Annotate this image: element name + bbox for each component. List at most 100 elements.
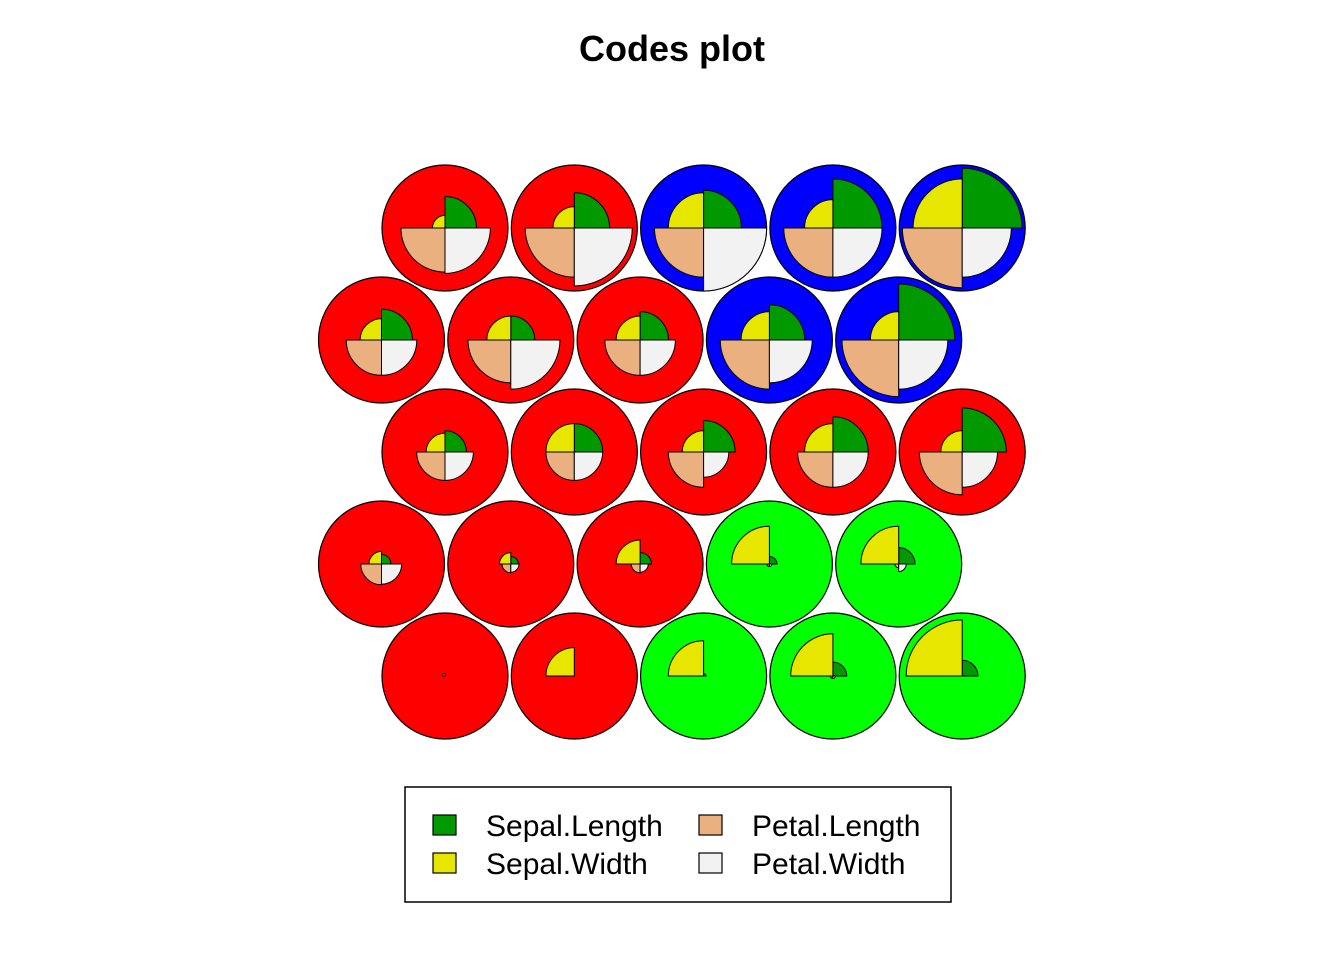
- segment-sepal-width: [731, 525, 770, 565]
- segment-sepal-length: [573, 192, 611, 229]
- segment-petal-length: [841, 339, 900, 398]
- segment-petal-length: [667, 451, 705, 488]
- som-unit: [705, 500, 834, 628]
- segment-sepal-width: [912, 178, 963, 229]
- som-unit: [769, 164, 897, 292]
- segment-petal-length: [653, 227, 705, 278]
- segment-sepal-width: [441, 672, 446, 677]
- segment-petal-width: [573, 451, 604, 481]
- som-unit: [510, 388, 638, 516]
- segment-petal-length: [345, 339, 382, 376]
- segment-sepal-length: [510, 315, 536, 341]
- chart-title: Codes plot: [579, 28, 765, 69]
- segment-petal-width: [703, 451, 730, 478]
- segment-petal-length: [400, 227, 446, 273]
- segment-petal-length: [545, 451, 575, 481]
- segment-petal-width: [832, 451, 869, 488]
- segment-petal-width: [898, 339, 949, 390]
- som-unit: [576, 500, 704, 628]
- segment-sepal-width: [545, 423, 575, 453]
- legend-swatch: [432, 814, 457, 836]
- segment-petal-length: [360, 563, 382, 586]
- segment-sepal-width: [667, 640, 705, 677]
- segment-petal-width: [898, 563, 907, 573]
- som-unit: [639, 164, 768, 292]
- som-unit: [447, 276, 575, 404]
- segment-petal-length: [630, 563, 641, 574]
- som-unit: [898, 164, 1026, 292]
- segment-petal-width: [639, 339, 676, 376]
- segment-petal-width: [573, 227, 633, 287]
- som-unit: [639, 388, 768, 516]
- segment-petal-length: [783, 227, 834, 278]
- segment-sepal-length: [768, 304, 806, 341]
- segment-sepal-width: [740, 311, 770, 341]
- segment-sepal-width: [869, 311, 900, 341]
- som-unit: [317, 276, 446, 404]
- som-unit: [447, 500, 575, 628]
- som-units: [317, 164, 1026, 740]
- som-unit: [705, 276, 834, 404]
- som-unit: [510, 612, 638, 740]
- segment-sepal-length: [703, 419, 736, 453]
- segment-sepal-width: [615, 315, 641, 341]
- segment-petal-width: [832, 227, 883, 278]
- legend-swatch: [432, 852, 457, 874]
- segment-sepal-length: [832, 178, 883, 229]
- legend-label: Sepal.Length: [486, 810, 663, 843]
- segment-sepal-length: [444, 430, 467, 453]
- segment-sepal-width: [804, 199, 834, 229]
- segment-petal-length: [719, 339, 770, 390]
- som-unit: [835, 500, 963, 628]
- som-unit: [769, 612, 897, 740]
- segment-petal-width: [510, 563, 520, 573]
- segment-petal-length: [918, 451, 963, 496]
- legend: Sepal.Length Sepal.Width Petal.Length Petal…: [404, 786, 952, 903]
- segment-sepal-length: [639, 311, 669, 341]
- segment-petal-width: [381, 563, 403, 585]
- segment-sepal-width: [804, 423, 834, 453]
- segment-petal-width: [832, 675, 836, 680]
- som-unit: [898, 388, 1026, 516]
- segment-petal-width: [444, 451, 474, 481]
- segment-petal-width: [961, 227, 1012, 278]
- legend-label: Sepal.Width: [486, 848, 648, 881]
- segment-sepal-width: [359, 318, 382, 341]
- segment-sepal-width: [425, 432, 446, 453]
- segment-sepal-length: [961, 407, 1007, 453]
- segment-petal-width: [768, 563, 773, 568]
- som-unit: [381, 612, 509, 740]
- legend-swatch: [698, 814, 723, 836]
- segment-petal-length: [524, 227, 575, 278]
- segment-petal-width: [444, 227, 491, 274]
- segment-sepal-width: [667, 192, 705, 229]
- som-unit: [769, 388, 897, 516]
- segment-sepal-length: [381, 308, 413, 341]
- segment-sepal-length: [961, 167, 1023, 229]
- som-unit: [639, 612, 768, 740]
- segment-petal-length: [901, 227, 963, 289]
- segment-sepal-width: [940, 430, 963, 453]
- som-unit: [381, 388, 509, 516]
- segment-petal-length: [467, 339, 512, 384]
- som-unit: [576, 276, 704, 404]
- segment-petal-width: [768, 339, 813, 384]
- segment-petal-width: [381, 339, 418, 376]
- segment-petal-width: [510, 339, 561, 390]
- segment-sepal-width: [860, 525, 900, 565]
- segment-petal-length: [604, 339, 641, 376]
- segment-sepal-width: [498, 552, 512, 565]
- segment-sepal-width: [545, 647, 575, 677]
- segment-sepal-length: [573, 423, 604, 453]
- segment-sepal-width: [905, 619, 963, 677]
- som-unit: [381, 164, 509, 292]
- legend-label: Petal.Length: [752, 810, 920, 843]
- segment-sepal-length: [444, 195, 478, 229]
- segment-petal-width: [703, 227, 768, 292]
- segment-sepal-length: [898, 283, 956, 341]
- som-unit: [317, 500, 446, 628]
- segment-sepal-width: [486, 315, 512, 341]
- legend-swatch: [698, 852, 723, 874]
- segment-sepal-width: [790, 633, 834, 677]
